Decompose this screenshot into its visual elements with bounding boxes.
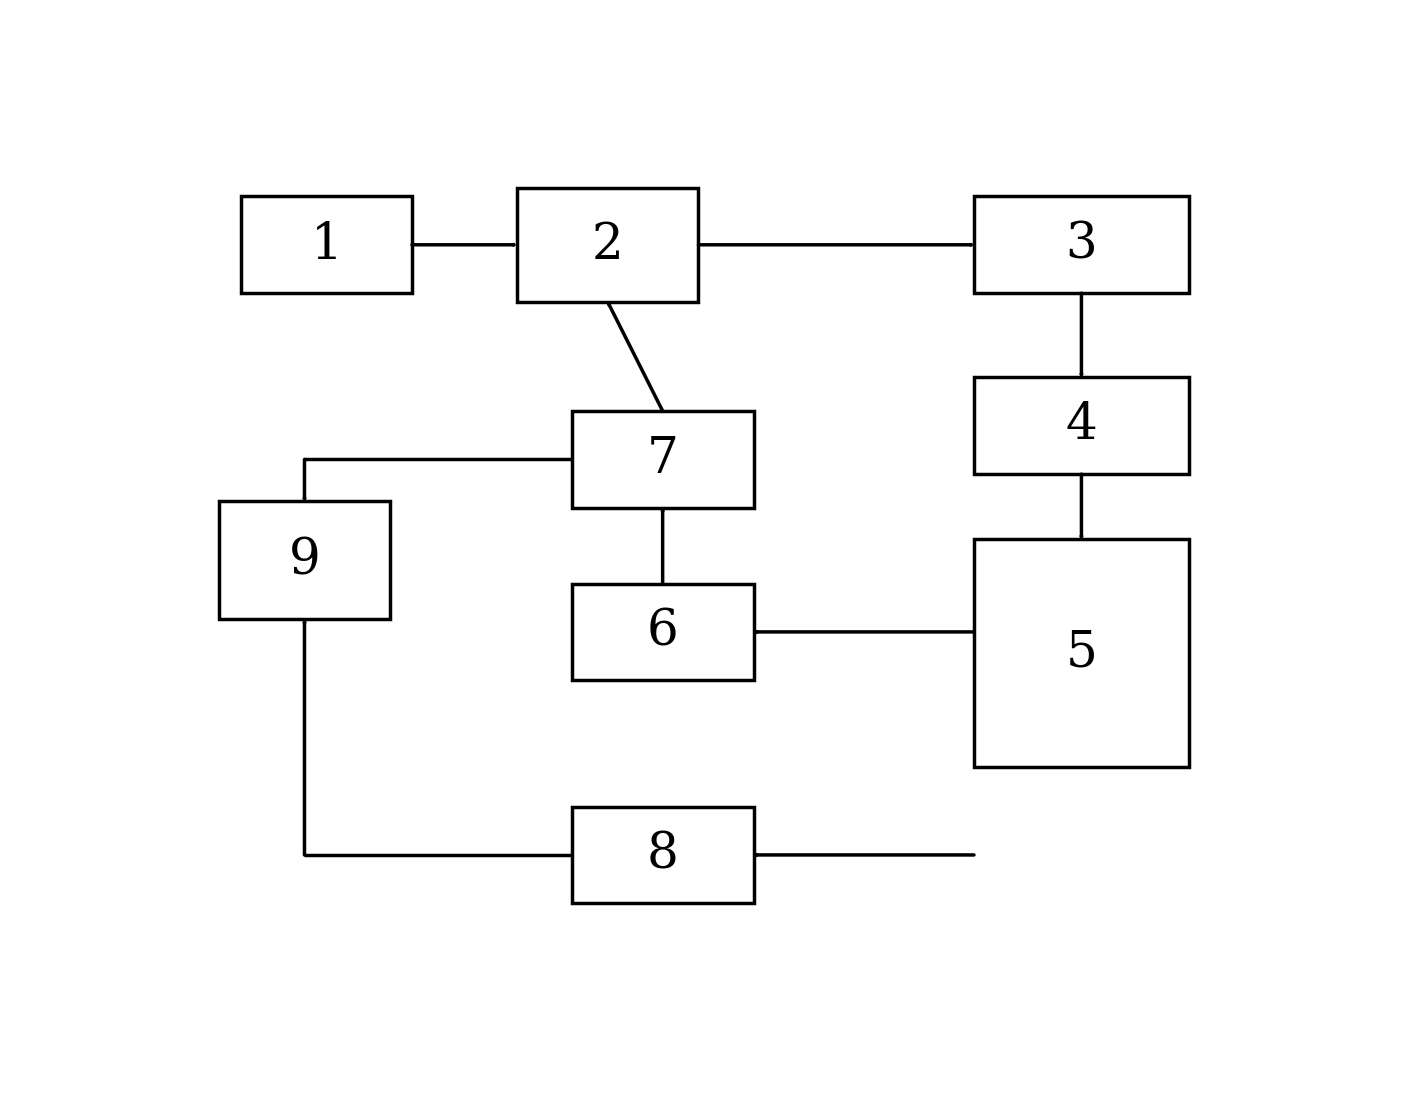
Text: 4: 4 [1065, 401, 1098, 450]
Bar [572, 411, 754, 508]
Bar [974, 539, 1189, 766]
Bar [242, 197, 412, 293]
Bar [974, 377, 1189, 474]
Text: 5: 5 [1065, 628, 1098, 678]
Text: 1: 1 [310, 220, 343, 270]
Text: 8: 8 [647, 831, 678, 880]
Bar [219, 502, 390, 620]
Bar [572, 807, 754, 903]
Text: 9: 9 [289, 536, 320, 585]
Text: 2: 2 [592, 220, 623, 270]
Text: 7: 7 [647, 435, 678, 484]
Bar [974, 197, 1189, 293]
Text: 3: 3 [1065, 220, 1098, 270]
Bar [572, 584, 754, 680]
Text: 6: 6 [647, 608, 678, 657]
Bar [516, 188, 698, 302]
